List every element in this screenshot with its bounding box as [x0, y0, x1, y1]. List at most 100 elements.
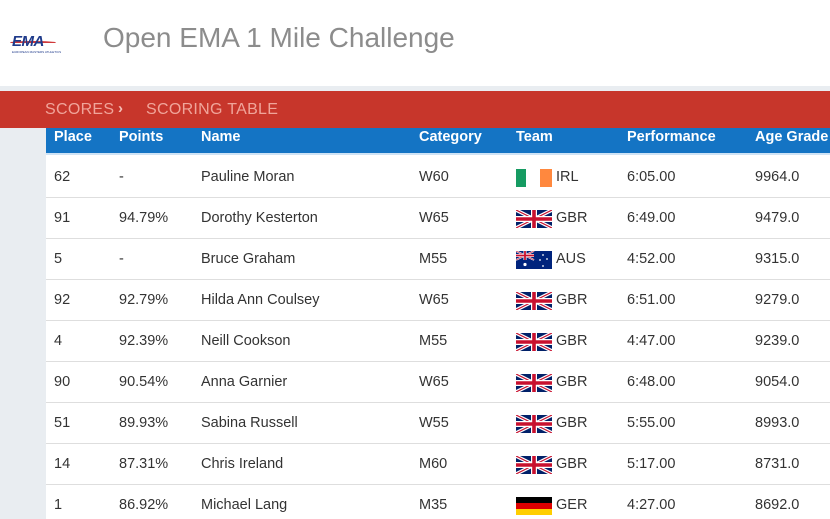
cell-age-grade: 9054.0: [755, 374, 800, 390]
cell-category: W65: [419, 210, 449, 226]
uk-flag-icon: [515, 413, 553, 435]
cell-team[interactable]: GBR: [556, 210, 588, 226]
cell-category: W65: [419, 374, 449, 390]
column-header-category[interactable]: Category: [419, 129, 482, 145]
table-row[interactable]: 92 92.79% Hilda Ann Coulsey W65 GBR 6:51.00 92…: [46, 280, 830, 321]
cell-team[interactable]: GER: [556, 497, 588, 513]
uk-flag-icon: [515, 454, 553, 476]
uk-flag-icon: [515, 331, 553, 353]
cell-performance: 6:51.00: [627, 292, 676, 308]
cell-points: 86.92%: [119, 497, 169, 513]
cell-points: 90.54%: [119, 374, 169, 390]
cell-age-grade: 9239.0: [755, 333, 800, 349]
cell-name[interactable]: Dorothy Kesterton: [201, 210, 318, 226]
cell-team[interactable]: GBR: [556, 292, 588, 308]
uk-flag-icon: [515, 290, 553, 312]
cell-team[interactable]: GBR: [556, 374, 588, 390]
table-row[interactable]: 51 89.93% Sabina Russell W55 GBR 5:55.00 8993.…: [46, 403, 830, 444]
cell-name[interactable]: Chris Ireland: [201, 456, 284, 472]
table-row[interactable]: 14 87.31% Chris Ireland M60 GBR 5:17.00 8731.0: [46, 444, 830, 485]
logo-text: EMA: [12, 33, 44, 50]
cell-name[interactable]: Neill Cookson: [201, 333, 291, 349]
breadcrumb-scoring-table[interactable]: SCORING TABLE: [146, 101, 279, 118]
uk-flag-icon: [515, 208, 553, 230]
cell-category: M35: [419, 497, 448, 513]
cell-performance: 6:49.00: [627, 210, 676, 226]
page-title: Open EMA 1 Mile Challenge: [103, 22, 455, 53]
ema-logo[interactable]: EMA EUROPEAN MASTERS ATHLETICS: [10, 33, 62, 57]
cell-age-grade: 8993.0: [755, 415, 800, 431]
column-header-place[interactable]: Place: [54, 129, 92, 145]
cell-place: 90: [54, 374, 71, 390]
scoring-table: Place Points Name Category Team Performa…: [46, 128, 830, 519]
cell-points: 87.31%: [119, 456, 169, 472]
cell-age-grade: 9315.0: [755, 251, 800, 267]
cell-team[interactable]: GBR: [556, 333, 588, 349]
table-header: Place Points Name Category Team Performa…: [46, 128, 830, 155]
cell-team[interactable]: AUS: [556, 251, 586, 267]
cell-place: 92: [54, 292, 71, 308]
cell-age-grade: 8731.0: [755, 456, 800, 472]
cell-performance: 4:52.00: [627, 251, 676, 267]
uk-flag-icon: [515, 372, 553, 394]
cell-category: M55: [419, 251, 448, 267]
cell-performance: 5:55.00: [627, 415, 676, 431]
cell-points: -: [119, 169, 124, 185]
cell-category: W55: [419, 415, 449, 431]
australia-flag-icon: [515, 250, 552, 269]
cell-points: -: [119, 251, 124, 267]
cell-category: W60: [419, 169, 449, 185]
cell-age-grade: 8692.0: [755, 497, 800, 513]
logo-swoosh-icon: [10, 41, 56, 44]
column-header-team[interactable]: Team: [516, 129, 553, 145]
cell-category: M55: [419, 333, 448, 349]
cell-performance: 4:47.00: [627, 333, 676, 349]
breadcrumb-scores[interactable]: SCORES: [45, 101, 115, 118]
column-header-points[interactable]: Points: [119, 129, 164, 145]
table-row[interactable]: 5 - Bruce Graham M55 AUS 4:52.00 9315.0: [46, 239, 830, 280]
cell-points: 94.79%: [119, 210, 169, 226]
cell-place: 4: [54, 333, 63, 349]
cell-category: M60: [419, 456, 448, 472]
table-row[interactable]: 1 86.92% Michael Lang M35 GER 4:27.00 8692.0: [46, 485, 830, 519]
cell-performance: 4:27.00: [627, 497, 676, 513]
cell-place: 91: [54, 210, 71, 226]
germany-flag-icon: [516, 497, 552, 515]
cell-team[interactable]: GBR: [556, 456, 588, 472]
cell-name[interactable]: Anna Garnier: [201, 374, 288, 390]
cell-place: 14: [54, 456, 71, 472]
cell-category: W65: [419, 292, 449, 308]
cell-points: 89.93%: [119, 415, 169, 431]
column-header-performance[interactable]: Performance: [627, 129, 716, 145]
column-header-age-grade[interactable]: Age Grade: [755, 129, 829, 145]
cell-performance: 6:05.00: [627, 169, 676, 185]
table-row[interactable]: 91 94.79% Dorothy Kesterton W65 GBR 6:49.00 94…: [46, 198, 830, 239]
cell-name[interactable]: Michael Lang: [201, 497, 288, 513]
cell-age-grade: 9479.0: [755, 210, 800, 226]
table-row[interactable]: 90 90.54% Anna Garnier W65 GBR 6:48.00 9054.0: [46, 362, 830, 403]
cell-name[interactable]: Hilda Ann Coulsey: [201, 292, 320, 308]
cell-name[interactable]: Bruce Graham: [201, 251, 296, 267]
cell-performance: 5:17.00: [627, 456, 676, 472]
cell-team[interactable]: IRL: [556, 169, 579, 185]
cell-name[interactable]: Sabina Russell: [201, 415, 298, 431]
header-divider: [0, 86, 830, 91]
cell-place: 1: [54, 497, 63, 513]
page-header: EMA EUROPEAN MASTERS ATHLETICS Open EMA …: [0, 0, 830, 86]
cell-name[interactable]: Pauline Moran: [201, 169, 295, 185]
column-header-name[interactable]: Name: [201, 129, 241, 145]
cell-team[interactable]: GBR: [556, 415, 588, 431]
table-row[interactable]: 4 92.39% Neill Cookson M55 GBR 4:47.00 9239.0: [46, 321, 830, 362]
cell-place: 62: [54, 169, 71, 185]
cell-age-grade: 9964.0: [755, 169, 800, 185]
ireland-flag-icon: [516, 169, 552, 187]
cell-performance: 6:48.00: [627, 374, 676, 390]
logo-subtitle: EUROPEAN MASTERS ATHLETICS: [12, 50, 62, 54]
cell-place: 5: [54, 251, 63, 267]
breadcrumb: SCORES › SCORING TABLE: [0, 91, 830, 128]
cell-points: 92.39%: [119, 333, 169, 349]
table-row[interactable]: 62 - Pauline Moran W60 IRL 6:05.00 9964.0: [46, 157, 830, 198]
cell-age-grade: 9279.0: [755, 292, 800, 308]
cell-place: 51: [54, 415, 71, 431]
chevron-right-icon: ›: [118, 100, 123, 117]
